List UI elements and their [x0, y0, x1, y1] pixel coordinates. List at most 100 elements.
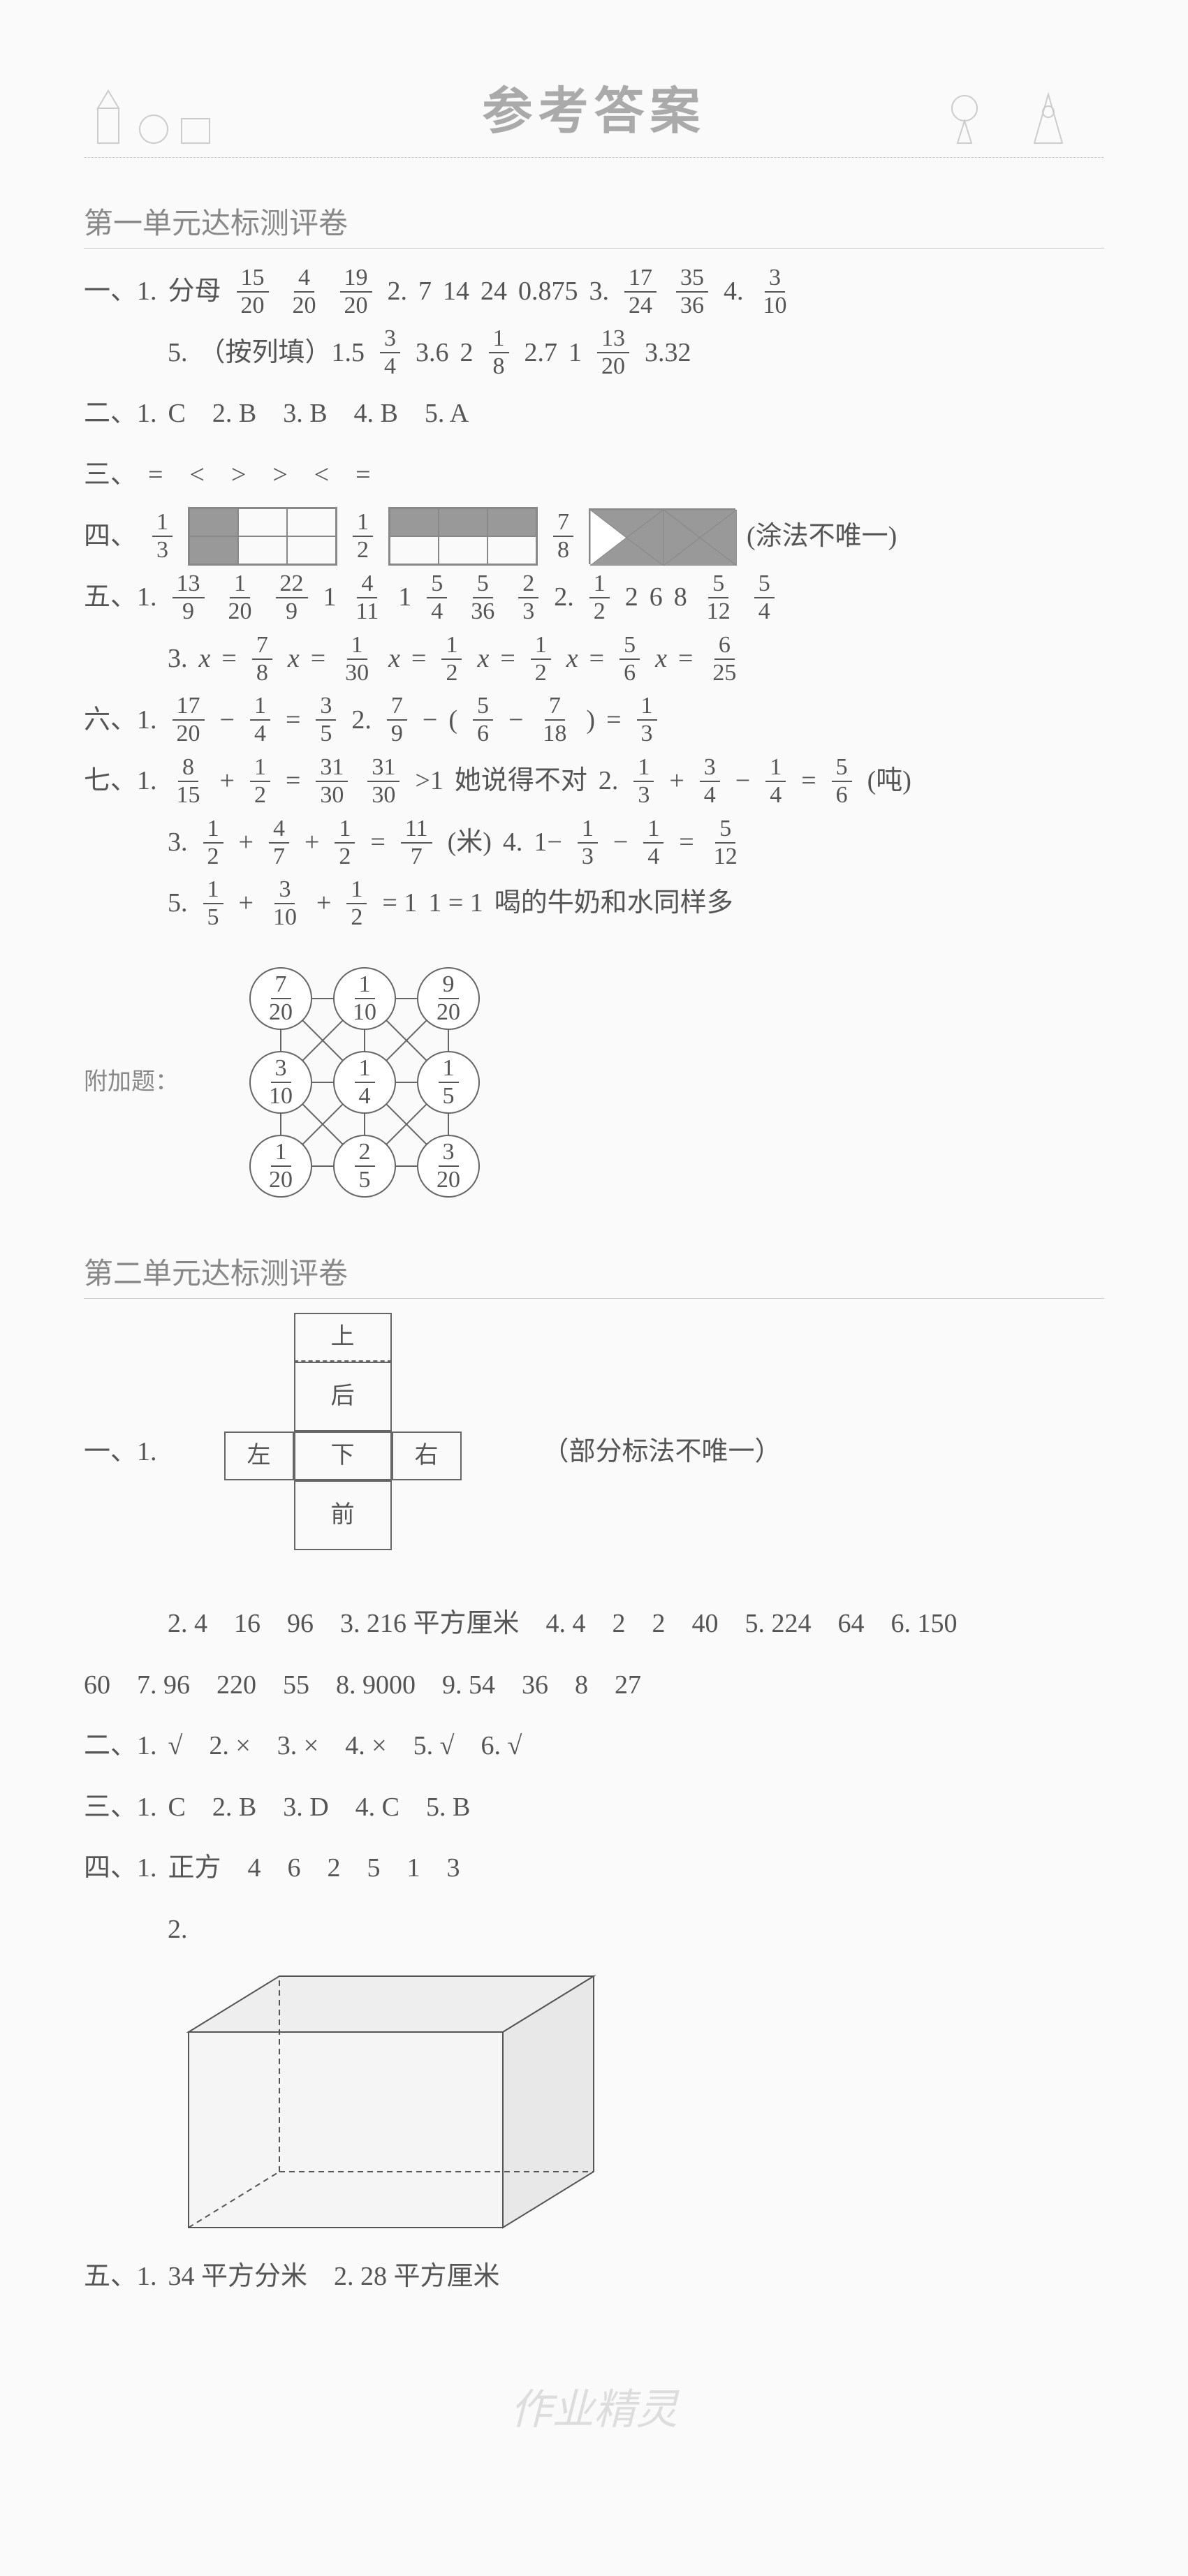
u1-q1-5: 5. （按列填）1.5 34 3.6 2 18 2.7 1 1320 3.32	[84, 324, 1104, 383]
eq: = 1	[382, 874, 417, 933]
page-header: 参考答案	[84, 70, 1104, 158]
var: x	[566, 630, 578, 689]
u2-q5: 五、1. 34 平方分米 2. 28 平方厘米	[84, 2248, 1104, 2306]
op: −	[508, 691, 523, 750]
mixed: 1	[569, 324, 582, 383]
fraction: 18	[489, 327, 509, 378]
fraction: 536	[467, 572, 499, 624]
op: =	[606, 691, 621, 750]
fraction: 56	[619, 633, 640, 685]
fraction: 815	[173, 756, 205, 807]
op: =	[286, 691, 300, 750]
items: √ 2. × 3. × 4. × 5. √ 6. √	[168, 1717, 522, 1776]
items: 正方 4 6 2 5 1 3	[168, 1839, 460, 1898]
magic-node: 310	[249, 1051, 312, 1114]
op: +	[316, 874, 331, 933]
fraction: 23	[518, 572, 538, 624]
fraction: 310	[759, 266, 791, 318]
val: 2	[625, 568, 638, 627]
fraction: 411	[352, 572, 383, 624]
cube-net-diagram: 上 后 左 下 右 前	[196, 1313, 531, 1592]
fraction: 625	[708, 633, 740, 685]
u1-q3: 三、 = < > > < =	[84, 446, 1104, 505]
fraction: 12	[531, 633, 551, 685]
unit2-title: 第二单元达标测评卷	[84, 1250, 1104, 1299]
label: 五、1.	[84, 2248, 157, 2306]
cuboid-diagram	[154, 1962, 643, 2242]
fraction: 1920	[340, 266, 372, 318]
fraction: 15	[203, 878, 223, 929]
var: x	[388, 630, 400, 689]
fraction: 3130	[367, 756, 399, 807]
fraction: 56	[473, 694, 493, 746]
var: x	[199, 630, 211, 689]
u1-q2: 二、1. C 2. B 3. B 4. B 5. A	[84, 385, 1104, 443]
fraction: 12	[441, 633, 462, 685]
magic-node: 25	[333, 1135, 396, 1198]
fraction: 120	[224, 572, 256, 624]
magic-node: 920	[417, 967, 480, 1030]
eq2: 1 = 1	[428, 874, 483, 933]
label: 3.	[168, 814, 188, 872]
mixed: 1	[323, 568, 337, 627]
val: 3.6	[416, 324, 449, 383]
fraction: 12	[203, 817, 223, 869]
fraction: 14	[643, 817, 663, 869]
magic-node: 15	[417, 1051, 480, 1114]
var: x	[288, 630, 300, 689]
fraction: 512	[703, 572, 735, 624]
fraction: 117	[401, 817, 432, 869]
shade-grid-2	[388, 507, 538, 566]
fraction: 14	[250, 694, 270, 746]
op: =	[286, 752, 300, 811]
fraction: 13	[578, 817, 598, 869]
num: 4.	[724, 263, 744, 321]
var: x	[477, 630, 489, 689]
fraction: 12	[346, 878, 367, 929]
label: 5.	[168, 874, 188, 933]
fraction: 54	[427, 572, 447, 624]
net-top: 上	[294, 1313, 392, 1362]
fraction: 78	[252, 633, 272, 685]
note: （按列填）1.5	[199, 324, 365, 383]
u1-extra: 附加题： 720110920310141512025320	[84, 936, 1104, 1229]
unit: (米)	[448, 814, 492, 872]
fraction: 13	[633, 756, 654, 807]
op: +	[669, 752, 684, 811]
text: 2. 4 16 96 3. 216 平方厘米 4. 4 2 2 40 5. 22…	[168, 1595, 958, 1654]
num: 2.	[599, 752, 619, 811]
u1-q1-line1: 一、1. 分母 1520 420 1920 2. 7 14 24 0.875 3…	[84, 263, 1104, 321]
fraction: 229	[276, 572, 308, 624]
fraction: 12	[589, 572, 610, 624]
u1-q5-3: 3. x=78 x=130 x=12 x=12 x=56 x=625	[84, 630, 1104, 689]
label: 四、	[84, 508, 137, 566]
fraction: 13	[152, 510, 173, 562]
u2-q2: 二、1. √ 2. × 3. × 4. × 5. √ 6. √	[84, 1717, 1104, 1776]
op: =	[370, 814, 385, 872]
note: （部分标法不唯一）	[543, 1423, 782, 1482]
label: 六、1.	[84, 691, 157, 750]
u2-q4: 四、1. 正方 4 6 2 5 1 3	[84, 1839, 1104, 1898]
fraction: 130	[341, 633, 373, 685]
u2-q1: 一、1. 上 后 左 下 右 前 （部分标法不唯一）	[84, 1313, 1104, 1592]
net-back: 后	[294, 1362, 392, 1431]
fraction: 13	[637, 694, 657, 746]
val: 24	[481, 263, 507, 321]
label: 七、1.	[84, 752, 157, 811]
magic-square-diagram: 720110920310141512025320	[218, 936, 511, 1229]
op: +	[239, 814, 254, 872]
unit1-title: 第一单元达标测评卷	[84, 200, 1104, 249]
op: −	[613, 814, 628, 872]
var: x	[655, 630, 667, 689]
fraction: 1720	[173, 694, 205, 746]
label: 3.	[168, 630, 188, 689]
u2-q3: 三、1. C 2. B 3. D 4. C 5. B	[84, 1779, 1104, 1837]
rp: )	[586, 691, 595, 750]
num: 2.	[554, 568, 574, 627]
fraction: 310	[269, 878, 301, 929]
u1-q5-1: 五、1. 139 120 229 1 411 1 54 536 23 2. 12…	[84, 568, 1104, 627]
u1-q7-1: 七、1. 815 + 12 = 3130 3130 >1 她说得不对 2. 13…	[84, 752, 1104, 811]
val: 7	[418, 263, 432, 321]
items: = < > > < =	[148, 446, 371, 505]
fraction: 12	[353, 510, 373, 562]
